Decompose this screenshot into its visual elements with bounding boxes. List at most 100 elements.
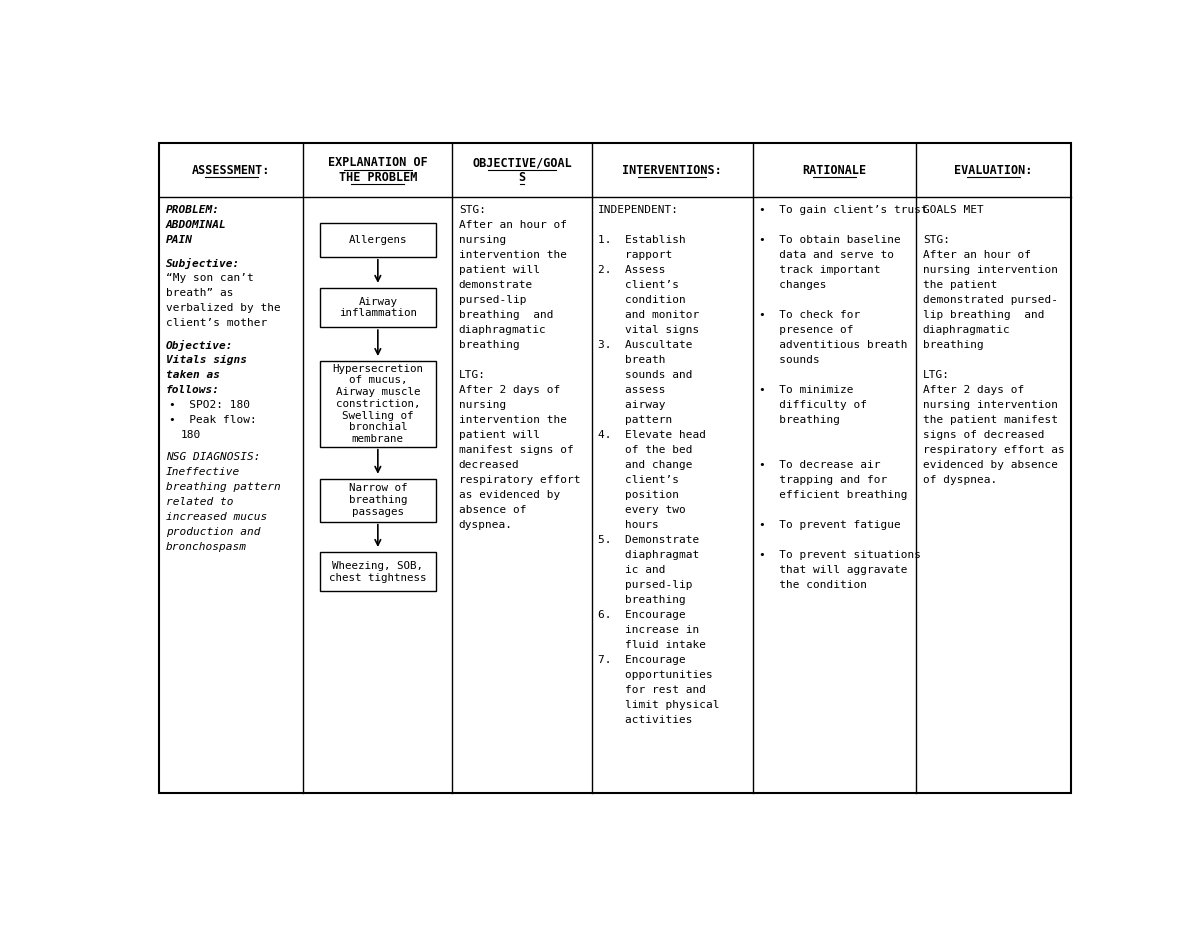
Text: After an hour of: After an hour of <box>923 250 1031 260</box>
Text: assess: assess <box>599 386 666 395</box>
Text: nursing intervention: nursing intervention <box>923 400 1058 411</box>
Text: signs of decreased: signs of decreased <box>923 430 1044 440</box>
Text: breathing: breathing <box>458 340 520 350</box>
Text: •  To gain client’s trust: • To gain client’s trust <box>760 206 928 215</box>
Text: rapport: rapport <box>599 250 672 260</box>
Text: 3.  Auscultate: 3. Auscultate <box>599 340 692 350</box>
Text: trapping and for: trapping and for <box>760 476 888 485</box>
Text: After 2 days of: After 2 days of <box>458 386 560 395</box>
Text: demonstrate: demonstrate <box>458 280 533 290</box>
Text: S: S <box>518 171 526 184</box>
Text: 4.  Elevate head: 4. Elevate head <box>599 430 707 440</box>
Text: constriction,: constriction, <box>336 399 420 409</box>
Text: 7.  Encourage: 7. Encourage <box>599 655 686 666</box>
Text: fluid intake: fluid intake <box>599 641 707 650</box>
Text: GOALS MET: GOALS MET <box>923 206 984 215</box>
Text: taken as: taken as <box>166 370 220 380</box>
Text: •  SPO2: 180: • SPO2: 180 <box>168 400 250 410</box>
Text: EVALUATION:: EVALUATION: <box>954 164 1033 177</box>
Text: Subjective:: Subjective: <box>166 258 240 269</box>
Text: demonstrated pursed-: demonstrated pursed- <box>923 296 1058 305</box>
Text: PAIN: PAIN <box>166 235 193 246</box>
Text: •  To prevent fatigue: • To prevent fatigue <box>760 520 901 530</box>
Text: adventitious breath: adventitious breath <box>760 340 907 350</box>
Text: Narrow of: Narrow of <box>349 484 407 493</box>
Text: 5.  Demonstrate: 5. Demonstrate <box>599 535 700 545</box>
Bar <box>319 288 436 327</box>
Text: intervention the: intervention the <box>458 415 566 425</box>
Text: Airway muscle: Airway muscle <box>336 387 420 397</box>
Text: breathing pattern: breathing pattern <box>166 482 281 491</box>
Text: RATIONALE: RATIONALE <box>803 164 866 177</box>
Text: for rest and: for rest and <box>599 685 707 695</box>
Text: bronchospasm: bronchospasm <box>166 541 247 552</box>
Text: breath: breath <box>599 355 666 365</box>
Text: limit physical: limit physical <box>599 700 720 710</box>
Text: patient will: patient will <box>458 265 540 275</box>
Text: condition: condition <box>599 296 686 305</box>
Text: client’s mother: client’s mother <box>166 318 268 327</box>
Text: pursed-lip: pursed-lip <box>458 296 527 305</box>
Text: lip breathing  and: lip breathing and <box>923 311 1044 321</box>
Text: Ineffective: Ineffective <box>166 466 240 476</box>
Text: •  To check for: • To check for <box>760 311 860 321</box>
Bar <box>319 362 436 447</box>
Text: production and: production and <box>166 527 260 537</box>
Text: diaphragmatic: diaphragmatic <box>923 325 1010 336</box>
Text: breathing: breathing <box>760 415 840 425</box>
Text: EXPLANATION OF: EXPLANATION OF <box>328 157 427 170</box>
Text: follows:: follows: <box>166 385 220 395</box>
Text: NSG DIAGNOSIS:: NSG DIAGNOSIS: <box>166 451 260 462</box>
Text: increase in: increase in <box>599 625 700 635</box>
Text: activities: activities <box>599 715 692 725</box>
Text: breathing  and: breathing and <box>458 311 553 321</box>
Text: inflammation: inflammation <box>338 309 416 318</box>
Text: as evidenced by: as evidenced by <box>458 490 560 501</box>
Text: bronchial: bronchial <box>349 423 407 433</box>
Text: the patient: the patient <box>923 280 997 290</box>
Text: sounds: sounds <box>760 355 820 365</box>
Text: and change: and change <box>599 461 692 470</box>
Text: verbalized by the: verbalized by the <box>166 302 281 312</box>
Text: STG:: STG: <box>923 235 950 246</box>
Text: of dyspnea.: of dyspnea. <box>923 476 997 485</box>
Text: client’s: client’s <box>599 476 679 485</box>
Text: respiratory effort as: respiratory effort as <box>923 445 1064 455</box>
Text: OBJECTIVE/GOAL: OBJECTIVE/GOAL <box>472 157 572 170</box>
Text: Vitals signs: Vitals signs <box>166 355 247 364</box>
Text: manifest signs of: manifest signs of <box>458 445 574 455</box>
Text: dyspnea.: dyspnea. <box>458 520 512 530</box>
Text: membrane: membrane <box>352 434 404 444</box>
Text: Swelling of: Swelling of <box>342 411 414 421</box>
Text: presence of: presence of <box>760 325 853 336</box>
Text: patient will: patient will <box>458 430 540 440</box>
Text: After 2 days of: After 2 days of <box>923 386 1024 395</box>
Text: related to: related to <box>166 497 233 507</box>
Text: vital signs: vital signs <box>599 325 700 336</box>
Text: Wheezing, SOB,: Wheezing, SOB, <box>332 561 424 571</box>
Text: “My son can’t: “My son can’t <box>166 273 253 283</box>
Text: STG:: STG: <box>458 206 486 215</box>
Text: data and serve to: data and serve to <box>760 250 894 260</box>
Text: pursed-lip: pursed-lip <box>599 580 692 590</box>
Text: breathing: breathing <box>923 340 984 350</box>
Text: chest tightness: chest tightness <box>329 573 427 582</box>
Text: Airway: Airway <box>359 297 397 307</box>
Text: evidenced by absence: evidenced by absence <box>923 461 1058 470</box>
Text: INTERVENTIONS:: INTERVENTIONS: <box>623 164 722 177</box>
Text: •  To prevent situations: • To prevent situations <box>760 551 922 560</box>
Text: LTG:: LTG: <box>923 371 950 380</box>
Text: pattern: pattern <box>599 415 672 425</box>
Text: PROBLEM:: PROBLEM: <box>166 206 220 215</box>
Text: absence of: absence of <box>458 505 527 515</box>
Text: that will aggravate: that will aggravate <box>760 565 907 576</box>
Text: ABDOMINAL: ABDOMINAL <box>166 221 227 231</box>
Text: breath” as: breath” as <box>166 287 233 298</box>
Bar <box>319 222 436 257</box>
Text: •  Peak flow:: • Peak flow: <box>168 414 257 425</box>
Text: •  To minimize: • To minimize <box>760 386 853 395</box>
Text: diaphragmat: diaphragmat <box>599 551 700 560</box>
Text: LTG:: LTG: <box>458 371 486 380</box>
Text: 180: 180 <box>181 429 200 439</box>
Text: the patient manifest: the patient manifest <box>923 415 1058 425</box>
